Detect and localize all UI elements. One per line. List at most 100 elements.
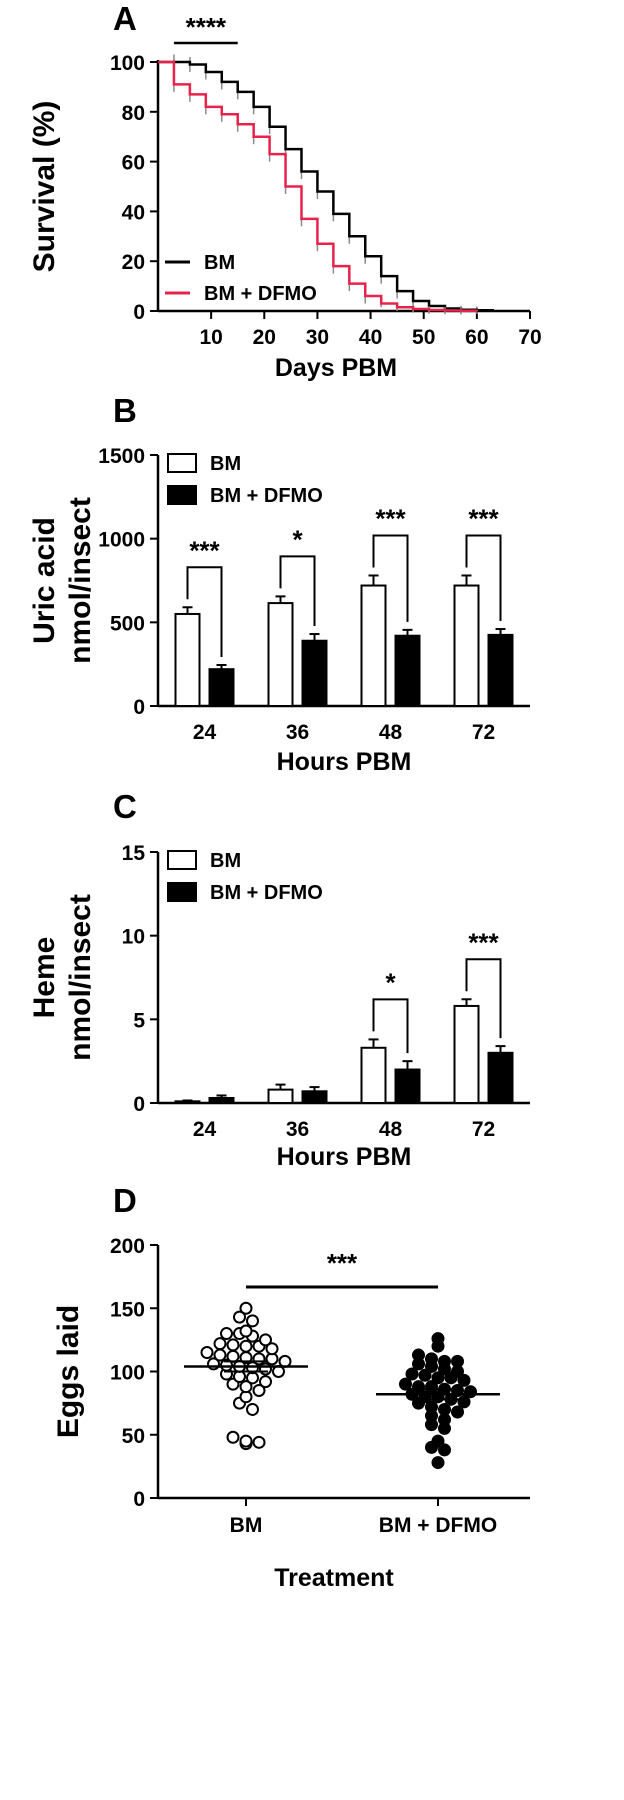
y-tick-label-a: 80 bbox=[122, 102, 145, 125]
data-point-bm bbox=[252, 1352, 266, 1366]
data-point-bm-dfmo bbox=[431, 1371, 445, 1385]
legend-label-c: BM bbox=[210, 850, 241, 872]
significance-label-b: *** bbox=[468, 503, 499, 533]
bar-b-bm bbox=[360, 584, 387, 708]
bar-b-bm-dfmo bbox=[394, 634, 421, 707]
data-point-bm-dfmo bbox=[418, 1368, 432, 1382]
data-point-bm-dfmo bbox=[438, 1402, 451, 1416]
significance-label-a: **** bbox=[186, 12, 227, 42]
data-point-bm bbox=[246, 1314, 259, 1328]
data-point-bm-dfmo bbox=[451, 1354, 464, 1368]
data-point-bm-dfmo bbox=[457, 1395, 471, 1409]
bar-c-bm-dfmo bbox=[487, 1051, 514, 1105]
y-tick-label-a: 40 bbox=[122, 201, 145, 224]
significance-bracket-b bbox=[372, 534, 409, 622]
x-tick-label-b: 36 bbox=[286, 721, 309, 744]
significance-bracket-b bbox=[186, 566, 223, 658]
bar-c-bm bbox=[453, 1004, 480, 1104]
significance-label-b: * bbox=[292, 524, 303, 554]
data-point-bm-dfmo bbox=[412, 1380, 425, 1394]
data-point-bm bbox=[226, 1430, 240, 1444]
data-point-bm bbox=[252, 1435, 266, 1449]
y-tick-label-a: 20 bbox=[122, 251, 145, 274]
bar-c-bm bbox=[360, 1046, 387, 1105]
x-tick-label-b: 24 bbox=[193, 721, 217, 744]
y-tick-label-a: 60 bbox=[122, 152, 145, 175]
legend-swatch-b bbox=[167, 485, 197, 505]
x-tick-label-c: 72 bbox=[472, 1118, 495, 1141]
panel-label-c: C bbox=[113, 788, 137, 825]
data-point-bm-dfmo bbox=[438, 1354, 451, 1368]
data-point-bm bbox=[239, 1380, 253, 1394]
data-point-bm-dfmo bbox=[431, 1456, 445, 1470]
panel-c: C 0 5 10 15 Heme nmol/insect Hours PBM 24 36 48 * 72… bbox=[28, 788, 530, 1171]
y-tick-label-a: 100 bbox=[110, 52, 145, 75]
significance-label-d: *** bbox=[327, 1248, 358, 1278]
data-point-bm bbox=[239, 1434, 253, 1448]
legend-label-c: BM + DFMO bbox=[210, 882, 323, 904]
data-point-bm bbox=[239, 1339, 253, 1353]
data-point-bm-dfmo bbox=[425, 1352, 438, 1366]
panel-d: D 0 50 100 150 200 Eggs laid Treatment BM BM + DF… bbox=[52, 1182, 530, 1592]
x-axis-label-b: Hours PBM bbox=[277, 748, 412, 776]
data-point-bm-dfmo bbox=[405, 1367, 419, 1381]
legend-label-a: BM bbox=[204, 252, 235, 274]
significance-bracket-c bbox=[372, 998, 409, 1054]
bar-c-bm bbox=[174, 1100, 201, 1104]
bar-b-bm bbox=[174, 612, 201, 708]
data-point-bm bbox=[213, 1337, 227, 1351]
bar-b-bm bbox=[267, 602, 294, 708]
data-point-bm bbox=[259, 1333, 272, 1347]
legend-swatch-c bbox=[167, 882, 197, 902]
data-point-bm bbox=[200, 1346, 214, 1360]
data-point-bm-dfmo bbox=[412, 1348, 425, 1362]
legend-swatch-c bbox=[167, 850, 197, 870]
y-tick-label-b: 1500 bbox=[98, 445, 145, 468]
data-point-bm-dfmo bbox=[457, 1373, 471, 1387]
y-tick-label-d: 0 bbox=[133, 1488, 145, 1511]
data-point-bm bbox=[213, 1348, 227, 1362]
y-tick-label-c: 10 bbox=[122, 926, 145, 949]
y-axis-label-b: Uric acid bbox=[28, 517, 61, 644]
data-point-bm bbox=[265, 1342, 279, 1356]
y-tick-label-a: 0 bbox=[133, 301, 145, 324]
x-tick-label-a: 30 bbox=[306, 326, 329, 349]
data-point-bm bbox=[239, 1301, 253, 1315]
panel-label-a: A bbox=[113, 0, 137, 37]
y-tick-label-d: 50 bbox=[122, 1425, 145, 1448]
bar-b-bm-dfmo bbox=[301, 639, 328, 707]
x-tick-label-a: 50 bbox=[412, 326, 435, 349]
y-tick-label-d: 200 bbox=[110, 1235, 145, 1258]
x-axis-label-a: Days PBM bbox=[275, 354, 397, 382]
significance-label-b: *** bbox=[189, 535, 220, 565]
y-tick-label-d: 100 bbox=[110, 1362, 145, 1385]
bar-b-bm-dfmo bbox=[208, 668, 235, 707]
y-tick-label-b: 500 bbox=[110, 612, 145, 635]
bar-c-bm-dfmo bbox=[208, 1096, 235, 1104]
x-tick-label-c: 24 bbox=[193, 1118, 217, 1141]
significance-bracket-b bbox=[279, 555, 316, 627]
legend-label-b: BM bbox=[210, 453, 241, 475]
significance-bracket-b bbox=[465, 534, 502, 622]
x-axis-label-c: Hours PBM bbox=[277, 1143, 412, 1171]
data-point-bm-dfmo bbox=[464, 1385, 477, 1399]
bar-b-bm bbox=[453, 584, 480, 708]
bar-c-bm bbox=[267, 1088, 294, 1104]
bar-c-bm-dfmo bbox=[394, 1068, 421, 1104]
y-tick-label-b: 0 bbox=[133, 696, 145, 719]
data-point-bm-dfmo bbox=[399, 1377, 412, 1391]
data-point-bm-dfmo bbox=[431, 1332, 445, 1346]
x-tick-label-c: 36 bbox=[286, 1118, 309, 1141]
x-tick-label-b: 48 bbox=[379, 721, 403, 744]
data-point-bm bbox=[252, 1383, 266, 1397]
x-tick-label-a: 40 bbox=[359, 326, 382, 349]
significance-label-b: *** bbox=[375, 503, 406, 533]
panel-a: A 0 20 40 60 80 100 10 20 30 40 50 60 70 Survival (%) D… bbox=[28, 0, 542, 382]
data-point-bm bbox=[259, 1362, 272, 1376]
y-tick-label-c: 0 bbox=[133, 1093, 145, 1116]
legend-label-a: BM + DFMO bbox=[204, 283, 317, 305]
y-axis-label-b: nmol/insect bbox=[64, 497, 97, 664]
legend-label-b: BM + DFMO bbox=[210, 485, 323, 507]
x-tick-label-a: 10 bbox=[199, 326, 222, 349]
data-point-bm bbox=[220, 1327, 233, 1341]
